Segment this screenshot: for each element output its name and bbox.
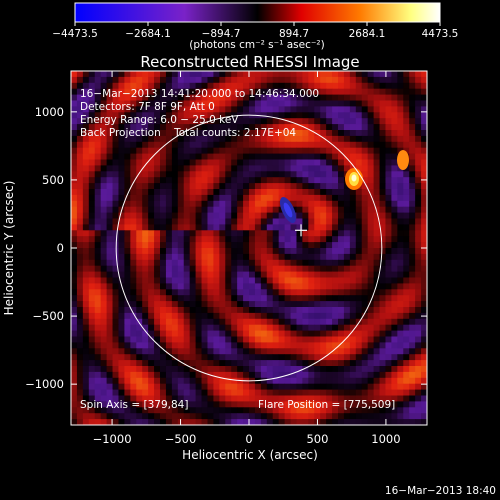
colorbar-tick-label: −2684.1 [125, 28, 171, 40]
y-axis-label: Heliocentric Y (arcsec) [2, 181, 16, 316]
colorbar-tick-label: 2684.1 [349, 28, 386, 40]
x-axis-ticks: −1000 −500 0 500 1000 [93, 71, 401, 446]
footer-timestamp: 16−Mar−2013 18:40 [385, 485, 496, 497]
colorbar-tick-label: 894.7 [279, 28, 309, 40]
colorbar-tick-label: −894.7 [202, 28, 241, 40]
heatmap [71, 71, 427, 425]
flare-position-label: Flare Position = [775,509] [258, 399, 395, 411]
info-line-method: Back Projection Total counts: 2.17E+04 [80, 127, 296, 139]
x-tick-label: 500 [306, 432, 328, 446]
y-tick-label: 0 [57, 241, 64, 255]
x-tick-label: 1000 [371, 432, 400, 446]
colorbar-tick-label: 4473.5 [422, 28, 459, 40]
colorbar-units: (photons cm⁻² s⁻¹ asec⁻²) [189, 39, 324, 51]
colorbar-tick-label: −4473.5 [52, 28, 98, 40]
colorbar-ticks: −4473.5 −2684.1 −894.7 894.7 2684.1 4473.5 [52, 22, 458, 40]
x-tick-label: 0 [245, 432, 252, 446]
chart-title: Reconstructed RHESSI Image [140, 53, 359, 71]
info-block: 16−Mar−2013 14:41:20.000 to 14:46:34.000… [80, 88, 319, 139]
spin-axis-label: Spin Axis = [379,84] [80, 399, 188, 411]
y-tick-label: −500 [32, 309, 64, 323]
colorbar [74, 2, 441, 23]
flare-position-marker [295, 224, 308, 237]
info-line-time: 16−Mar−2013 14:41:20.000 to 14:46:34.000 [80, 88, 319, 100]
y-axis-ticks: −1000 −500 0 500 1000 [25, 105, 427, 391]
x-tick-label: −1000 [93, 432, 132, 446]
y-tick-label: −1000 [25, 377, 64, 391]
x-tick-label: −500 [165, 432, 197, 446]
flare-kernel [279, 150, 409, 223]
info-line-detectors: Detectors: 7F 8F 9F, Att 0 [80, 101, 215, 113]
x-axis-label: Heliocentric X (arcsec) [182, 448, 318, 462]
y-tick-label: 1000 [35, 105, 64, 119]
info-line-energy: Energy Range: 6.0 − 25.0 keV [80, 114, 239, 126]
solar-limb-circle [115, 114, 383, 382]
y-tick-label: 500 [42, 173, 64, 187]
